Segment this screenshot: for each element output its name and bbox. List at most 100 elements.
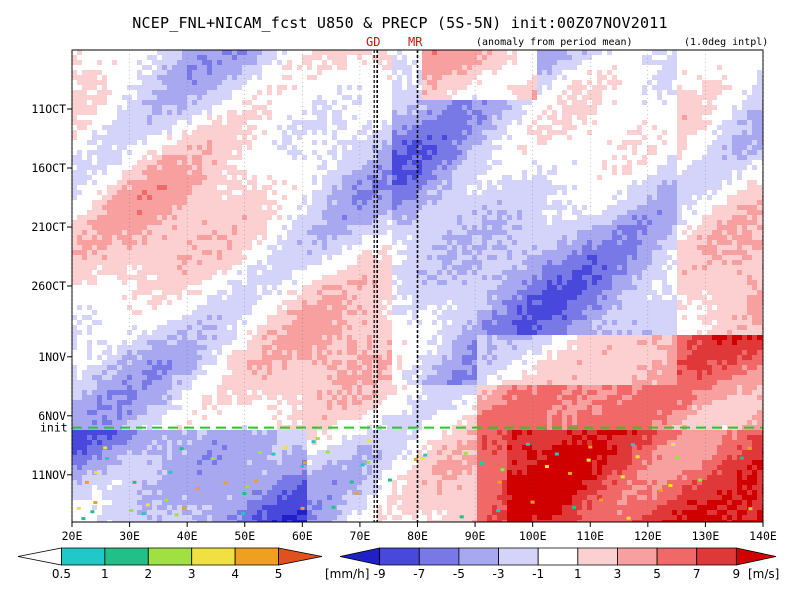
field-cell <box>637 220 643 226</box>
field-cell <box>427 220 433 226</box>
field-cell <box>337 170 343 176</box>
field-cell <box>637 165 643 171</box>
field-cell <box>507 200 513 206</box>
field-cell <box>262 125 268 131</box>
field-cell <box>652 160 658 166</box>
field-cell <box>642 195 648 201</box>
field-cell <box>107 165 113 171</box>
field-cell <box>652 90 658 96</box>
field-cell <box>542 220 548 226</box>
field-cell <box>462 125 468 131</box>
field-cell <box>312 160 318 166</box>
field-cell <box>137 185 143 191</box>
field-cell <box>102 85 108 91</box>
field-cell <box>477 180 483 186</box>
field-cell <box>342 195 348 201</box>
field-cell <box>597 140 603 146</box>
field-cell <box>297 185 303 191</box>
field-cell <box>392 65 398 71</box>
field-cell <box>397 125 403 131</box>
field-cell <box>387 205 393 211</box>
field-cell <box>412 50 418 56</box>
field-cell <box>637 100 643 106</box>
field-cell <box>242 165 248 171</box>
field-cell <box>517 90 523 96</box>
field-cell <box>332 65 338 71</box>
field-cell <box>672 65 678 71</box>
field-cell <box>657 195 663 201</box>
field-cell <box>407 120 413 126</box>
field-cell <box>617 155 623 161</box>
field-cell <box>412 185 418 191</box>
field-cell <box>672 140 678 146</box>
field-cell <box>507 120 513 126</box>
field-cell <box>682 90 688 96</box>
field-cell <box>662 75 668 81</box>
field-cell <box>622 50 628 56</box>
field-cell <box>512 70 518 76</box>
field-cell <box>222 90 228 96</box>
field-cell <box>322 90 328 96</box>
field-cell <box>192 125 198 131</box>
field-cell <box>192 215 198 221</box>
field-cell <box>557 180 563 186</box>
field-cell <box>612 95 618 101</box>
field-cell <box>462 210 468 216</box>
field-cell <box>592 90 598 96</box>
field-cell <box>272 70 278 76</box>
field-cell <box>732 135 738 141</box>
field-cell <box>257 135 263 141</box>
field-cell <box>297 200 303 206</box>
field-cell <box>607 195 613 201</box>
field-cell <box>707 215 713 221</box>
field-cell <box>517 175 523 181</box>
field-cell <box>367 60 373 66</box>
field-cell <box>667 90 673 96</box>
field-cell <box>522 65 528 71</box>
field-cell <box>87 100 93 106</box>
field-cell <box>587 115 593 121</box>
field-cell <box>307 150 313 156</box>
field-cell <box>557 225 563 231</box>
field-cell <box>602 150 608 156</box>
field-cell <box>387 215 393 221</box>
field-cell <box>712 205 718 211</box>
field-cell <box>432 65 438 71</box>
field-cell <box>102 90 108 96</box>
field-cell <box>432 155 438 161</box>
field-cell <box>632 200 638 206</box>
field-cell <box>562 120 568 126</box>
field-cell <box>467 215 473 221</box>
field-cell <box>547 160 553 166</box>
field-cell <box>622 175 628 181</box>
field-cell <box>552 120 558 126</box>
field-cell <box>477 195 483 201</box>
field-cell <box>142 180 148 186</box>
field-cell <box>572 70 578 76</box>
field-cell <box>577 185 583 191</box>
field-cell <box>537 55 543 61</box>
field-cell <box>337 225 343 231</box>
field-cell <box>272 120 278 126</box>
field-cell <box>722 220 728 226</box>
field-cell <box>317 60 323 66</box>
field-cell <box>77 175 83 181</box>
field-cell <box>647 130 653 136</box>
field-cell <box>477 120 483 126</box>
field-cell <box>412 90 418 96</box>
field-cell <box>347 110 353 116</box>
field-cell <box>222 160 228 166</box>
field-cell <box>77 205 83 211</box>
field-cell <box>432 135 438 141</box>
field-cell <box>332 165 338 171</box>
field-cell <box>182 60 188 66</box>
field-cell <box>177 220 183 226</box>
field-cell <box>382 100 388 106</box>
field-cell <box>752 155 758 161</box>
field-cell <box>692 60 698 66</box>
field-cell <box>577 100 583 106</box>
field-cell <box>162 170 168 176</box>
field-cell <box>177 225 183 231</box>
field-cell <box>452 205 458 211</box>
field-cell <box>87 150 93 156</box>
